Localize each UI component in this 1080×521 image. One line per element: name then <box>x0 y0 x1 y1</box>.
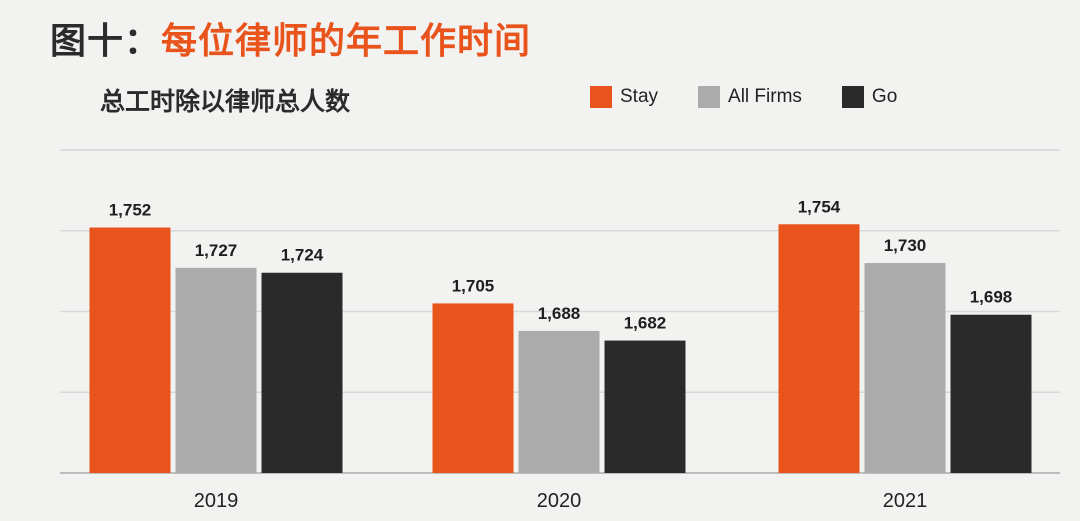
chart-title-main: 每位律师的年工作时间 <box>161 21 532 62</box>
legend-item-stay: Stay <box>590 86 658 108</box>
value-label-all-firms-2019: 1,727 <box>195 241 238 260</box>
legend-item-all-firms: All Firms <box>698 86 802 108</box>
legend-label-go: Go <box>871 86 898 107</box>
value-label-stay-2019: 1,752 <box>109 201 152 220</box>
x-tick-label-2019: 2019 <box>194 490 239 512</box>
chart-subtitle: 总工时除以律师总人数 <box>100 87 351 116</box>
x-tick-label-2020: 2020 <box>537 490 582 512</box>
legend-swatch-all-firms <box>698 86 721 108</box>
chart-title: 图十：每位律师的年工作时间 <box>50 12 531 64</box>
legend-swatch-stay <box>590 86 612 108</box>
bar-go-2019 <box>261 272 343 473</box>
legend-label-all-firms: All Firms <box>728 86 802 107</box>
bar-go-2021 <box>950 314 1032 473</box>
bar-stay-2020 <box>432 303 514 473</box>
bar-go-2020 <box>604 340 686 473</box>
value-label-stay-2020: 1,705 <box>452 276 495 295</box>
bar-all-firms-2021 <box>864 263 946 473</box>
bar-all-firms-2020 <box>518 330 600 473</box>
chart-title-prefix: 图十： <box>50 21 162 62</box>
bar-stay-2019 <box>89 227 171 473</box>
value-label-go-2020: 1,682 <box>624 314 667 333</box>
legend-item-go: Go <box>841 86 898 108</box>
chart-legend: Stay All Firms Go <box>590 86 897 108</box>
value-label-go-2019: 1,724 <box>281 246 324 265</box>
legend-swatch-go <box>841 86 864 108</box>
value-label-all-firms-2021: 1,730 <box>884 236 927 255</box>
value-label-all-firms-2020: 1,688 <box>538 304 581 323</box>
bar-stay-2021 <box>778 224 860 473</box>
bar-all-firms-2019 <box>175 267 257 473</box>
value-label-go-2021: 1,698 <box>970 288 1013 307</box>
legend-label-stay: Stay <box>620 86 659 107</box>
x-tick-label-2021: 2021 <box>883 490 928 512</box>
value-label-stay-2021: 1,754 <box>798 197 841 216</box>
